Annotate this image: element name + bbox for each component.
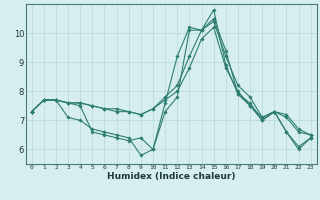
X-axis label: Humidex (Indice chaleur): Humidex (Indice chaleur) xyxy=(107,172,236,181)
